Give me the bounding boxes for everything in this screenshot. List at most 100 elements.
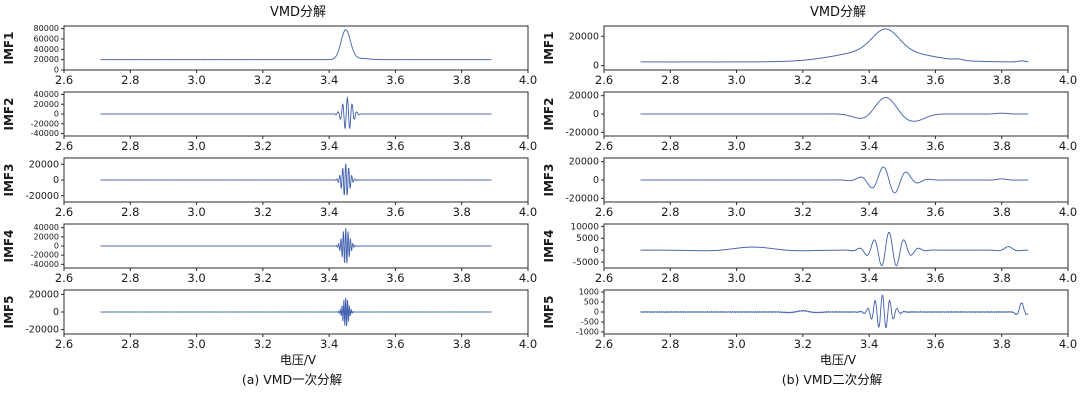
panel-a: VMD分解 IMF1 80000 60000 40000 20000 0 2.6 2.8 3.0… [2,5,537,387]
subplot-a-imf3: IMF3 20000 0 -20000 2.6 2.8 3.0 3.2 3.4 3.6 3.8 4.0 [2,157,537,219]
signal-line [100,29,492,61]
x-tick-label: 4.0 [1059,73,1077,87]
y-tick-label: 80000 [34,24,59,33]
x-axis-label-a: 电压/V [279,353,317,367]
y-tick-label: 0 [54,66,59,75]
x-tick-label: 3.4 [320,337,338,351]
x-tick-label: 2.6 [55,337,73,351]
x-tick-label: 4.0 [1059,139,1077,153]
x-tick-label: 4.0 [519,337,537,351]
y-tick-label: 60000 [34,35,59,44]
y-tick-label: 20000 [569,91,599,102]
x-tick-label: 3.8 [453,73,471,87]
x-tick-label: 3.4 [320,205,338,219]
x-tick-label: 3.6 [926,337,944,351]
panel-caption-a: (a) VMD一次分解 [241,372,343,387]
y-tick-label: 0 [593,175,599,186]
x-tick-label: 2.6 [55,73,73,87]
x-tick-label: 2.6 [595,205,613,219]
x-tick-label: 3.4 [320,271,338,285]
y-tick-label: 20000 [569,31,599,42]
x-tick-label: 2.8 [121,73,139,87]
x-tick-label: 3.6 [386,205,404,219]
x-tick-label: 3.0 [187,337,205,351]
x-tick-label: 3.4 [320,139,338,153]
x-tick-label: 2.8 [661,205,679,219]
x-tick-label: 2.6 [55,271,73,285]
x-tick-label: 3.2 [794,205,812,219]
x-tick-label: 2.8 [121,139,139,153]
y-tick-label: -20000 [31,119,59,128]
x-tick-label: 3.2 [794,73,812,87]
x-tick-label: 3.6 [386,139,404,153]
x-tick-label: 2.8 [661,73,679,87]
y-tick-label: 20000 [34,232,59,241]
signal-line [100,297,492,327]
chart-title-b: VMD分解 [809,5,867,20]
signal-line [640,97,1029,122]
imf-label: IMF1 [542,32,556,65]
x-tick-label: 3.8 [453,271,471,285]
subplot-b-imf1: IMF1 20000 02.6 2.8 3.0 3.2 3.4 3.6 3.8 4.0 [542,25,1077,87]
x-tick-label: 3.2 [254,139,272,153]
y-tick-label: -20000 [565,193,599,204]
x-tick-label: 3.2 [794,139,812,153]
y-tick-label: 0 [54,110,59,119]
signal-line [100,163,492,196]
y-tick-label: 1000 [579,288,599,297]
x-tick-label: 3.8 [993,139,1011,153]
x-axis-label-b: 电压/V [819,353,857,367]
imf-label: IMF3 [2,164,16,197]
x-tick-label: 3.6 [926,139,944,153]
chart-title-a: VMD分解 [269,5,327,20]
x-tick-label: 3.4 [860,139,878,153]
x-tick-label: 3.6 [926,73,944,87]
y-tick-label: 5000 [576,234,599,244]
x-tick-label: 3.0 [727,73,745,87]
x-tick-label: 2.8 [121,337,139,351]
x-tick-label: 2.8 [661,337,679,351]
x-tick-label: 2.8 [121,271,139,285]
x-tick-label: 3.6 [386,271,404,285]
x-tick-label: 3.0 [187,271,205,285]
panel-b: VMD分解 IMF1 20000 0 2.6 2.8 3.0 3.2 3.4 3.6 3.8 4.0… [540,0,1080,409]
x-tick-label: 3.6 [926,271,944,285]
x-tick-label: 3.0 [727,337,745,351]
y-tick-label: 500 [584,298,599,307]
y-tick-label: 40000 [34,45,59,54]
y-tick-label: -20000 [25,191,59,202]
x-tick-label: 3.6 [926,205,944,219]
y-tick-label: -20000 [31,251,59,260]
x-tick-label: 3.4 [860,337,878,351]
y-tick-label: -20000 [565,127,599,138]
x-tick-label: 3.8 [993,337,1011,351]
y-tick-label: -20000 [25,325,59,336]
y-tick-label: 0 [594,308,599,317]
y-tick-label: 20000 [29,289,59,300]
x-tick-label: 4.0 [1059,337,1077,351]
x-tick-label: 3.2 [254,73,272,87]
x-tick-label: 4.0 [1059,271,1077,285]
signal-line [100,228,492,264]
y-tick-label: 0 [53,307,59,318]
y-tick-label: -5000 [573,258,599,268]
x-tick-label: 4.0 [519,73,537,87]
y-tick-label: 20000 [29,159,59,170]
x-tick-label: 3.2 [254,271,272,285]
imf-label: IMF2 [2,98,16,131]
imf-label: IMF2 [542,98,556,131]
x-tick-label: 3.8 [453,205,471,219]
x-tick-label: 4.0 [519,205,537,219]
plots-b: IMF1 20000 0 2.6 2.8 3.0 3.2 3.4 3.6 3.8 4.0 IMF2 20… [540,23,1080,353]
x-tick-label: 2.6 [595,73,613,87]
x-tick-label: 2.8 [121,205,139,219]
plot-box [63,25,529,71]
x-tick-label: 3.0 [727,139,745,153]
y-tick-label: 20000 [569,157,599,168]
